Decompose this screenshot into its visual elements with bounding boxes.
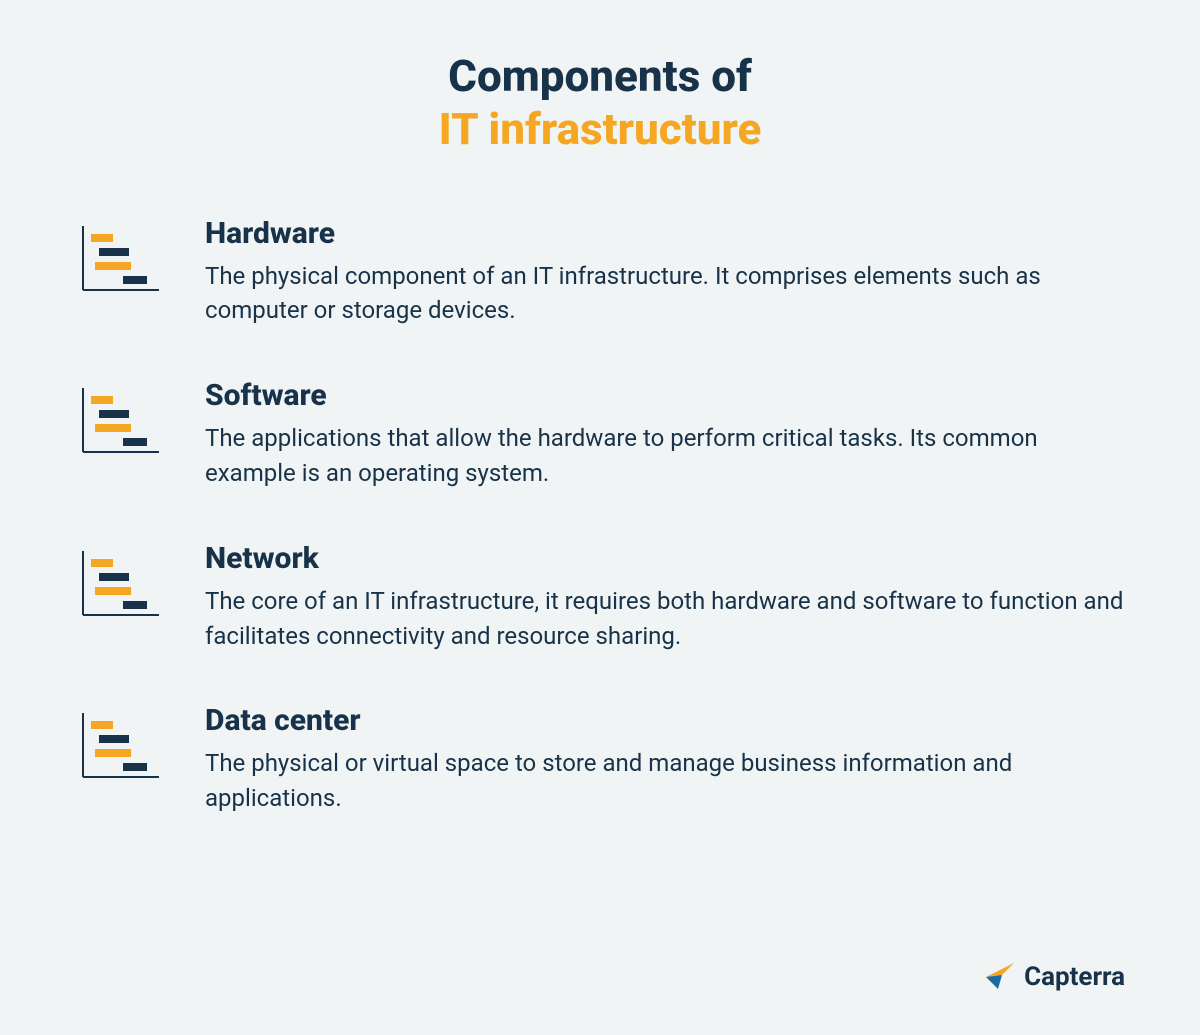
gantt-icon: [75, 549, 165, 619]
item-text: Software The applications that allow the…: [205, 378, 1125, 491]
capterra-logo: Capterra: [984, 959, 1125, 995]
title-line1: Components of: [75, 50, 1125, 103]
item-heading: Network: [205, 541, 1125, 576]
capterra-arrow-icon: [984, 959, 1016, 995]
item-heading: Software: [205, 378, 1125, 413]
item-text: Network The core of an IT infrastructure…: [205, 541, 1125, 654]
item-network: Network The core of an IT infrastructure…: [75, 541, 1125, 654]
item-desc: The core of an IT infrastructure, it req…: [205, 584, 1125, 654]
gantt-icon: [75, 711, 165, 781]
item-desc: The applications that allow the hardware…: [205, 421, 1125, 491]
item-text: Hardware The physical component of an IT…: [205, 216, 1125, 329]
title-line2: IT infrastructure: [75, 103, 1125, 156]
item-heading: Hardware: [205, 216, 1125, 251]
item-desc: The physical component of an IT infrastr…: [205, 259, 1125, 329]
gantt-icon: [75, 224, 165, 294]
item-hardware: Hardware The physical component of an IT…: [75, 216, 1125, 329]
item-heading: Data center: [205, 703, 1125, 738]
item-desc: The physical or virtual space to store a…: [205, 746, 1125, 816]
gantt-icon: [75, 386, 165, 456]
capterra-logo-text: Capterra: [1024, 962, 1125, 992]
items-list: Hardware The physical component of an IT…: [75, 216, 1125, 816]
item-data-center: Data center The physical or virtual spac…: [75, 703, 1125, 816]
item-text: Data center The physical or virtual spac…: [205, 703, 1125, 816]
title-block: Components of IT infrastructure: [75, 50, 1125, 156]
item-software: Software The applications that allow the…: [75, 378, 1125, 491]
